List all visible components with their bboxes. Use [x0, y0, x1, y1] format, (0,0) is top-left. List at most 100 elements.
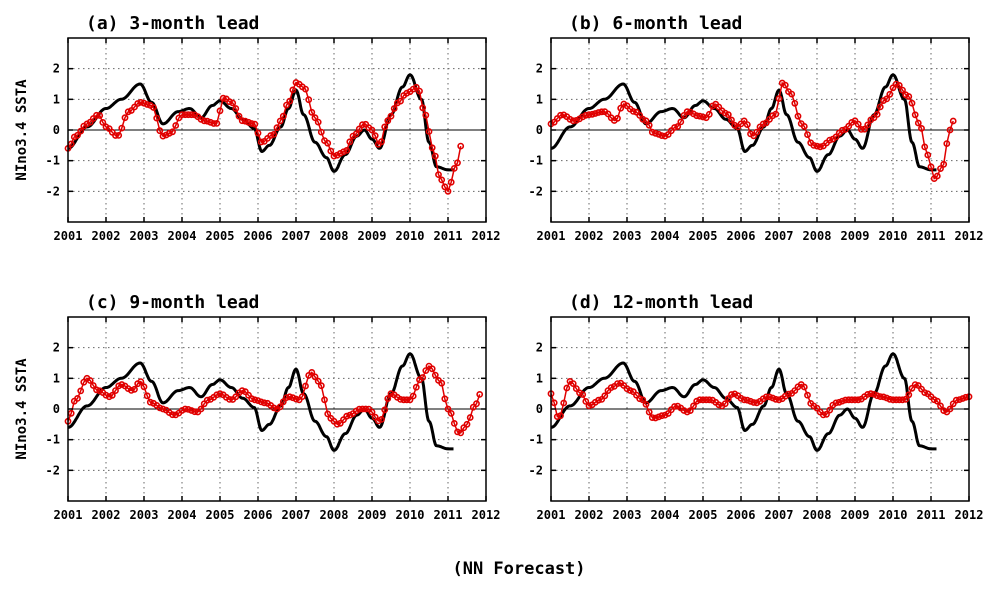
forecast-point — [283, 101, 290, 109]
forecast-point — [108, 391, 116, 399]
forecast-point — [286, 97, 294, 105]
forecast-point — [728, 116, 735, 124]
y-tick-label: 2 — [536, 62, 543, 76]
forecast-point — [677, 118, 685, 126]
x-tick-label: 2010 — [879, 508, 908, 522]
chart-panel: 2001 2002 2003 2004 2005 2006 2007 2008 2009 2010… — [14, 13, 500, 243]
forecast-point — [918, 124, 925, 132]
forecast-point — [940, 160, 948, 168]
x-tick-label: 2005 — [206, 508, 235, 522]
forecast-point — [333, 420, 341, 428]
forecast-point — [876, 393, 884, 400]
forecast-point — [412, 383, 420, 391]
forecast-point — [245, 118, 252, 126]
forecast-point — [93, 386, 100, 394]
x-tick-label: 2004 — [168, 229, 197, 243]
forecast-point — [696, 112, 704, 120]
forecast-point — [314, 377, 322, 385]
forecast-point — [895, 82, 903, 89]
forecast-point — [248, 395, 256, 403]
forecast-point — [327, 147, 335, 155]
forecast-point — [832, 133, 840, 141]
forecast-point — [889, 396, 897, 404]
x-tick-label: 2004 — [651, 229, 680, 243]
forecast-point — [588, 110, 596, 118]
forecast-point — [886, 90, 894, 98]
forecast-point — [257, 398, 265, 406]
forecast-point — [476, 390, 484, 398]
y-tick-label: 1 — [536, 371, 543, 385]
forecast-point — [607, 384, 615, 391]
x-tick-label: 2005 — [206, 229, 235, 243]
forecast-point — [80, 378, 88, 386]
forecast-point — [276, 403, 284, 411]
forecast-point — [270, 404, 278, 412]
forecast-point — [747, 397, 754, 405]
forecast-point — [854, 396, 862, 404]
forecast-point — [317, 128, 325, 136]
forecast-point — [724, 395, 732, 403]
forecast-point — [693, 112, 701, 120]
forecast-point — [658, 132, 666, 139]
x-tick-label: 2010 — [396, 229, 425, 243]
x-tick-label: 2011 — [917, 508, 946, 522]
forecast-point — [422, 367, 430, 374]
forecast-point — [842, 396, 849, 404]
forecast-point — [813, 404, 821, 412]
forecast-point — [911, 111, 919, 119]
y-axis-label: NIno3.4 SSTA — [14, 358, 30, 460]
forecast-point — [813, 142, 821, 150]
y-tick-label: 2 — [53, 341, 60, 355]
forecast-point — [378, 415, 385, 423]
forecast-point — [169, 411, 176, 419]
forecast-point — [200, 117, 208, 125]
x-tick-label: 2008 — [803, 229, 832, 243]
forecast-point — [819, 411, 827, 419]
x-tick-label: 2008 — [320, 229, 349, 243]
forecast-point — [403, 396, 411, 404]
forecast-point — [924, 151, 932, 159]
forecast-point — [851, 396, 859, 404]
forecast-point — [184, 405, 192, 413]
forecast-point — [724, 111, 732, 119]
forecast-point — [355, 125, 363, 133]
forecast-point — [191, 408, 199, 416]
x-tick-label: 2009 — [841, 229, 870, 243]
forecast-point — [292, 395, 300, 403]
x-tick-label: 2001 — [537, 229, 566, 243]
forecast-point — [134, 100, 142, 107]
forecast-point — [324, 410, 332, 418]
forecast-point — [381, 406, 389, 414]
forecast-point — [772, 395, 780, 403]
forecast-point — [686, 407, 694, 414]
forecast-point — [614, 114, 621, 122]
forecast-point — [899, 396, 906, 404]
forecast-point — [617, 104, 625, 112]
forecast-point — [648, 414, 656, 421]
x-tick-label: 2011 — [917, 229, 946, 243]
forecast-point — [298, 393, 306, 400]
forecast-point — [368, 408, 376, 416]
forecast-point — [937, 402, 944, 410]
forecast-point — [441, 395, 449, 403]
x-tick-label: 2006 — [244, 229, 273, 243]
forecast-point — [702, 396, 710, 404]
forecast-point — [286, 393, 294, 401]
forecast-point — [371, 132, 379, 140]
forecast-point — [933, 397, 941, 405]
forecast-point — [740, 396, 748, 404]
forecast-point — [181, 111, 189, 119]
forecast-point — [563, 384, 571, 392]
forecast-point — [317, 382, 325, 390]
forecast-point — [226, 98, 233, 106]
forecast-point — [93, 111, 100, 119]
x-tick-label: 2012 — [955, 508, 984, 522]
x-tick-label: 2007 — [282, 508, 311, 522]
forecast-point — [775, 95, 783, 102]
panels: 2001 2002 2003 2004 2005 2006 2007 2008 2009 2010… — [14, 13, 983, 522]
forecast-point — [127, 386, 135, 394]
forecast-point — [454, 428, 461, 436]
forecast-point — [431, 152, 439, 160]
forecast-point — [368, 126, 376, 134]
forecast-point — [115, 131, 123, 139]
